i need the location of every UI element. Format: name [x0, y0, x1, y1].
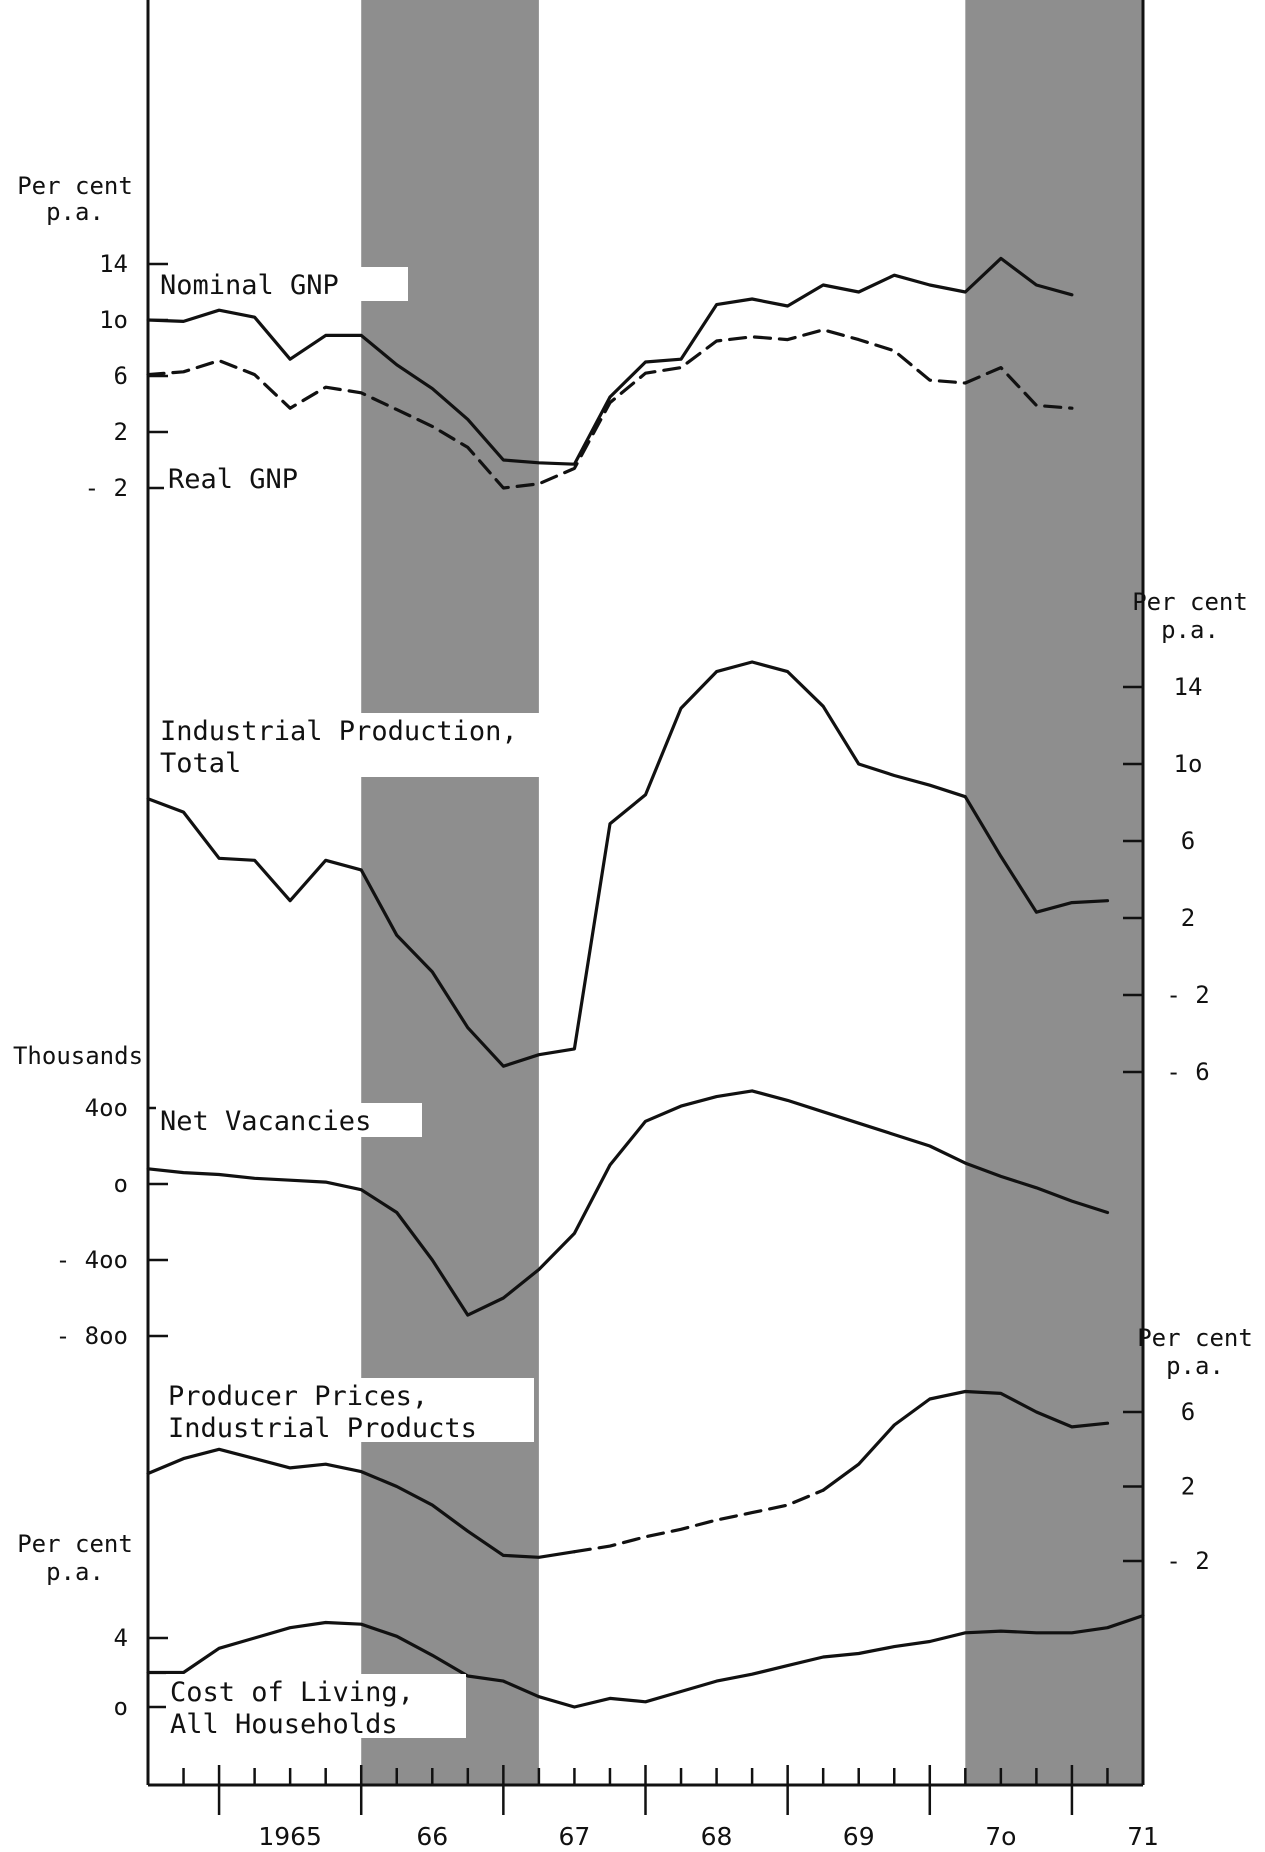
series-line-producer-0: [146, 1447, 576, 1559]
y-axis-unit-producer: Per cent: [1137, 1324, 1253, 1352]
y-axis-unit-vacancies: Thousands: [13, 1042, 143, 1070]
y-tick-label-vacancies: - 8oo: [56, 1322, 128, 1350]
series-label-gnp: Real GNP: [168, 464, 298, 495]
y-tick-label-cost_of_living: o: [114, 1693, 128, 1721]
y-axis-unit-cost_of_living: p.a.: [46, 1558, 104, 1586]
series-line-industrial-0: [146, 660, 1110, 1068]
x-tick-label: 66: [416, 1822, 448, 1851]
series-label-gnp: Nominal GNP: [160, 270, 339, 301]
y-axis-unit-industrial: p.a.: [1161, 616, 1219, 644]
series-label-producer: Producer Prices, Industrial Products: [168, 1381, 477, 1444]
x-tick-label: 1965: [258, 1822, 322, 1851]
shaded-period-1: [965, 0, 1143, 1785]
y-tick-label-industrial: - 6: [1166, 1058, 1209, 1086]
series-line-producer-1: [572, 1488, 825, 1554]
y-tick-label-industrial: 6: [1181, 827, 1195, 855]
y-tick-label-vacancies: o: [114, 1170, 128, 1198]
y-axis-unit-gnp: p.a.: [46, 198, 104, 226]
series-labels: Nominal GNP Real GNP Industrial Production…: [156, 267, 582, 1740]
y-tick-label-vacancies: - 4oo: [56, 1246, 128, 1274]
series-label-industrial: Industrial Production, Total: [160, 716, 518, 779]
y-tick-label-gnp: 6: [114, 362, 128, 390]
y-tick-label-industrial: 2: [1181, 904, 1195, 932]
series-line-vacancies-0: [146, 1089, 1110, 1317]
series-lines: [146, 256, 1145, 1709]
x-tick-label: 67: [559, 1822, 591, 1851]
series-label-cost_of_living: Cost of Living, All Households: [170, 1677, 414, 1740]
y-tick-label-gnp: 2: [114, 418, 128, 446]
x-tick-label: 69: [843, 1822, 875, 1851]
y-tick-label-industrial: - 2: [1166, 981, 1209, 1009]
y-tick-label-industrial: 1o: [1174, 750, 1203, 778]
y-tick-label-gnp: - 2: [85, 474, 128, 502]
y-tick-label-producer: - 2: [1166, 1547, 1209, 1575]
y-tick-label-industrial: 14: [1174, 673, 1203, 701]
series-label-bg: [166, 1674, 466, 1738]
series-line-gnp-1: [146, 328, 1074, 490]
y-tick-label-cost_of_living: 4: [114, 1624, 128, 1652]
series-line-cost_of_living-0: [146, 1614, 1145, 1709]
series-label-bg: [164, 461, 314, 495]
series-line-gnp-0: [146, 256, 1074, 466]
y-axis-unit-industrial: Per cent: [1132, 588, 1248, 616]
y-axis-unit-cost_of_living: Per cent: [17, 1530, 133, 1558]
y-axis-unit-gnp: Per cent: [17, 172, 133, 200]
x-tick-label: 71: [1127, 1822, 1159, 1851]
y-axis-unit-producer: p.a.: [1166, 1352, 1224, 1380]
series-label-bg: [156, 1103, 422, 1137]
series-line-producer-2: [821, 1389, 1110, 1492]
y-tick-label-producer: 2: [1181, 1473, 1195, 1501]
y-tick-label-gnp: 14: [99, 250, 128, 278]
x-tick-label: 7o: [985, 1822, 1016, 1851]
series-label-bg: [156, 713, 582, 777]
series-label-bg: [156, 267, 408, 301]
y-tick-label-producer: 6: [1181, 1398, 1195, 1426]
series-label-vacancies: Net Vacancies: [160, 1106, 371, 1137]
x-tick-label: 68: [701, 1822, 733, 1851]
series-label-bg: [164, 1378, 534, 1442]
x-axis: 1965 66 67 68 69 7o 71: [146, 1765, 1159, 1851]
y-tick-label-vacancies: 4oo: [85, 1094, 128, 1122]
y-tick-label-gnp: 1o: [99, 306, 128, 334]
